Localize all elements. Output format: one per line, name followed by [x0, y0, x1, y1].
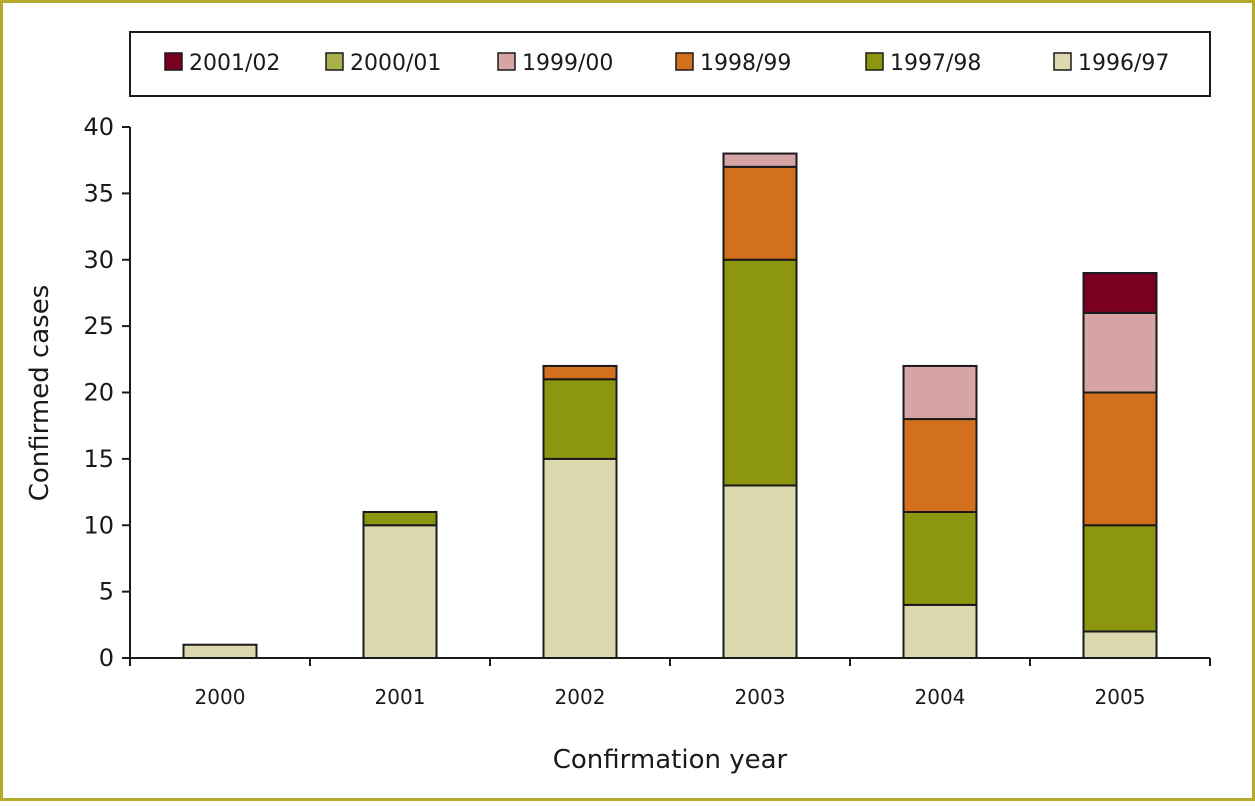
bar-segment-2005-1997-98 — [1082, 524, 1158, 633]
bar-segment-2005-1996-97 — [1082, 630, 1158, 660]
legend-swatch-1997-98 — [865, 52, 884, 71]
y-tick-label: 10 — [83, 511, 114, 539]
legend-label-2000-01: 2000/01 — [350, 51, 441, 76]
x-tick-label: 2000 — [195, 685, 246, 709]
legend-label-2001-02: 2001/02 — [189, 51, 280, 76]
bar-segment-2001-1996-97 — [362, 524, 438, 659]
legend-label-1997-98: 1997/98 — [890, 51, 981, 76]
x-tick-label: 2001 — [375, 685, 426, 709]
bar-segment-2005-2001-02 — [1082, 272, 1158, 314]
x-axis-title: Confirmation year — [553, 745, 788, 775]
legend-label-1999-00: 1999/00 — [522, 51, 613, 76]
y-tick-label: 35 — [83, 179, 114, 207]
legend-swatch-1998-99 — [675, 52, 694, 71]
bar-segment-2004-1997-98 — [902, 510, 978, 606]
legend-label-1996-97: 1996/97 — [1078, 51, 1169, 76]
y-axis-title: Confirmed cases — [25, 285, 55, 502]
bar-segment-2003-1996-97 — [722, 484, 798, 659]
y-tick-label: 40 — [83, 113, 114, 141]
bar-segment-2004-1999-00 — [902, 364, 978, 421]
bar-segment-2002-1998-99 — [542, 364, 618, 381]
bar-segment-2005-1999-00 — [1082, 311, 1158, 394]
y-tick-label: 25 — [83, 312, 114, 340]
bar-segment-2002-1997-98 — [542, 378, 618, 460]
bar-segment-2002-1996-97 — [542, 457, 618, 659]
legend-label-1998-99: 1998/99 — [700, 51, 791, 76]
y-tick-label: 5 — [99, 578, 114, 606]
x-tick-label: 2003 — [735, 685, 786, 709]
x-tick-label: 2005 — [1095, 685, 1146, 709]
legend: 2001/02 2000/01 1999/00 1998/99 1997/98 1996/… — [129, 31, 1211, 97]
y-tick-label: 30 — [83, 246, 114, 274]
y-tick-label: 20 — [83, 379, 114, 407]
legend-swatch-2001-02 — [164, 52, 183, 71]
legend-swatch-1996-97 — [1053, 52, 1072, 71]
bar-segment-2003-1997-98 — [722, 258, 798, 487]
x-tick-label: 2002 — [555, 685, 606, 709]
plot-area: 0 5 10 15 20 25 30 35 40 2000 2001 2002 2003 2004 2005 — [83, 113, 1211, 709]
x-tick-label: 2004 — [915, 685, 966, 709]
legend-swatch-2000-01 — [325, 52, 344, 71]
bar-segment-2004-1998-99 — [902, 418, 978, 513]
y-tick-label: 0 — [99, 644, 114, 672]
legend-swatch-1999-00 — [497, 52, 516, 71]
bar-segment-2000-1996-97 — [182, 643, 258, 659]
bar-segment-2005-1998-99 — [1082, 391, 1158, 527]
bar-segment-2003-1998-99 — [722, 165, 798, 261]
bar-segment-2001-1997-98 — [362, 510, 438, 527]
bar-segment-2003-1999-00 — [722, 152, 798, 168]
y-tick-label: 15 — [83, 445, 114, 473]
bar-segment-2004-1996-97 — [902, 603, 978, 660]
legend-box — [129, 31, 1211, 97]
